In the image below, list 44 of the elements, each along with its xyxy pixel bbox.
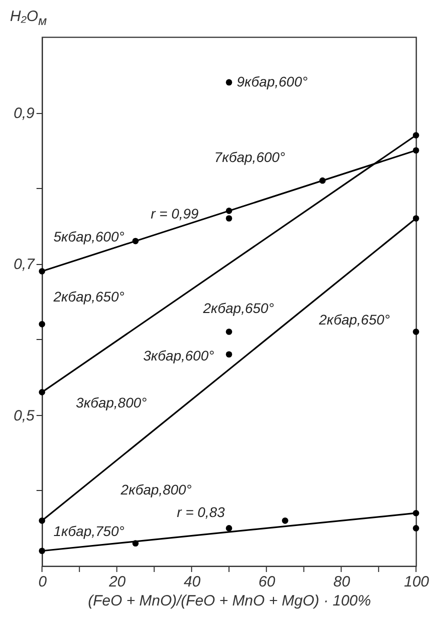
y-axis-title: H₂O$_{м}$ xyxy=(10,8,47,28)
x-tick-label: 80 xyxy=(333,574,351,590)
point xyxy=(412,525,420,532)
point xyxy=(132,238,139,244)
point xyxy=(319,177,326,184)
x-tick-label: 100 xyxy=(404,574,430,590)
y-tick-label: 0,5 xyxy=(14,407,36,424)
point xyxy=(226,215,232,222)
y-tick-label: 0,9 xyxy=(14,105,36,122)
point xyxy=(412,328,420,335)
point xyxy=(282,518,288,524)
annotation: 2кбар,650° xyxy=(52,288,125,305)
x-axis-title: (FeO + MnO)/(FeO + MnO + MgO) · 100% xyxy=(88,592,371,610)
point xyxy=(38,518,46,524)
x-tick-label: 40 xyxy=(184,574,202,590)
x-tick-label: 0 xyxy=(38,574,48,590)
annotation: 5кбар,600° xyxy=(53,228,125,244)
annotation: 7кбар,600° xyxy=(214,148,286,165)
annotation: 2кбар,650° xyxy=(318,311,390,328)
annotation: 2кбар,800° xyxy=(120,481,192,498)
annotation: r = 0,83 xyxy=(176,504,225,520)
y-tick-label: 0,7 xyxy=(14,256,36,274)
point xyxy=(38,321,46,328)
point xyxy=(412,510,420,516)
point xyxy=(226,351,232,358)
point xyxy=(38,389,46,396)
annotation: 1кбар,750° xyxy=(53,522,125,539)
point xyxy=(132,540,139,546)
annotation: 2кбар,650° xyxy=(202,300,274,316)
point xyxy=(226,328,232,335)
annotation: r = 0,99 xyxy=(150,206,199,222)
point xyxy=(226,525,232,532)
annotation: 9кбар,600° xyxy=(236,73,308,90)
annotation: 3кбар,600° xyxy=(143,348,214,364)
point xyxy=(226,79,232,86)
annotation: 3кбар,800° xyxy=(76,394,148,411)
point xyxy=(38,548,46,554)
x-tick-label: 60 xyxy=(258,574,276,590)
point xyxy=(412,215,420,222)
point xyxy=(226,208,232,214)
point xyxy=(412,147,420,154)
point xyxy=(412,132,420,138)
point xyxy=(38,268,46,274)
x-tick-label: 20 xyxy=(108,574,126,590)
